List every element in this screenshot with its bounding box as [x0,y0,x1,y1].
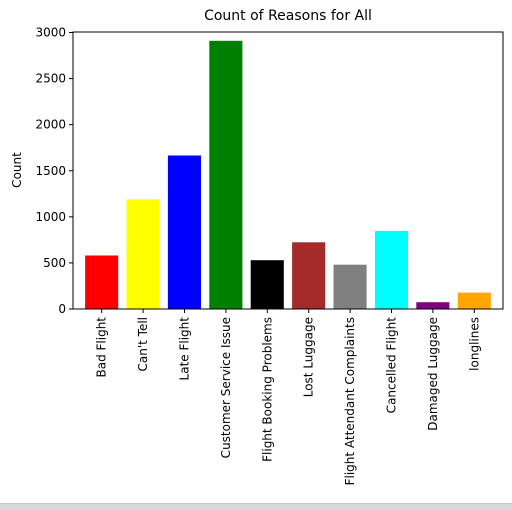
x-tick-label: Flight Booking Problems [260,317,274,462]
x-tick-label: Lost Luggage [302,317,316,397]
bar-bad-flight [85,255,119,309]
x-tick-label: Cancelled Flight [385,317,399,414]
y-tick-label: 3000 [35,26,66,40]
x-tick-label: Late Flight [178,317,192,381]
bars-layer [85,40,491,310]
x-axis-ticks: Bad Flight Can't Tell Late Flight Customer … [95,309,481,485]
bar-lost-luggage [292,242,326,309]
bar-flight-attendant-complaints [333,264,367,309]
bar-cancelled-flight [374,230,408,309]
y-axis-ticks: 0 500 1000 1500 2000 2500 3000 [35,26,73,316]
y-tick-label: 1500 [35,164,66,178]
window-bottom-edge [0,503,512,510]
y-tick-label: 2500 [35,72,66,86]
y-tick-label: 1000 [35,210,66,224]
y-tick-label: 2000 [35,118,66,132]
y-tick-label: 500 [43,256,66,270]
x-tick-label: Damaged Luggage [426,317,440,431]
x-tick-label: longlines [467,317,481,371]
plot-frame [72,31,504,310]
x-tick-label: Bad Flight [95,317,109,378]
y-tick-label: 0 [58,302,66,316]
y-axis-label: Count [10,152,24,188]
chart-title: Count of Reasons for All [204,8,372,24]
bar-late-flight [167,155,201,309]
x-tick-label: Can't Tell [136,317,150,372]
x-tick-label: Flight Attendant Complaints [343,317,357,485]
bar-customer-service-issue [209,40,243,310]
bar-longlines [457,292,491,309]
bar-can-t-tell [126,199,160,309]
bar-flight-booking-problems [250,260,284,309]
x-tick-label: Customer Service Issue [219,317,233,458]
bar-damaged-luggage [416,302,450,309]
